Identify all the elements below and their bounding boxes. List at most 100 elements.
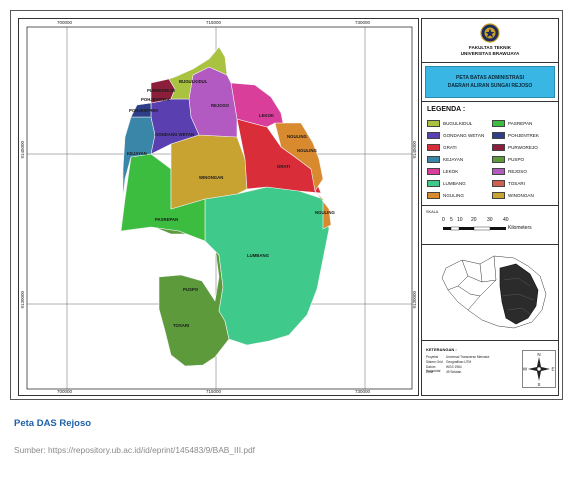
institution-header: FAKULTAS TEKNIK UNIVERSITAS BRAWIJAYA <box>422 19 558 63</box>
info-value: Universal Transverse Mercator <box>446 355 490 359</box>
label-nguling-3: NGULING <box>315 210 335 215</box>
scale-number: 40 <box>503 217 509 223</box>
map-title-line1: PETA BATAS ADMINISTRASI <box>456 75 524 81</box>
map-title-line2: DAERAH ALIRAN SUNGAI REJOSO <box>447 83 533 89</box>
label-pohjentrek-1: POHJENTREK <box>141 97 171 102</box>
university-name: UNIVERSITAS BRAWIJAYA <box>460 50 520 56</box>
legend-label: REJOSO <box>508 168 527 174</box>
label-winongan: WINONGAN <box>199 175 223 180</box>
info-row: Sistem Grid Geografikan UTM <box>426 360 490 364</box>
label-grati: GRATI <box>277 164 290 169</box>
x-tick-label: 700000 <box>57 389 73 394</box>
legend-label: PASREPAN <box>508 120 533 126</box>
locator-inset-map <box>422 246 558 341</box>
compass-n: N <box>537 352 540 357</box>
info-key: Datum Horizontal <box>426 365 441 373</box>
label-pohjentrek-2: POHJENTREK <box>129 108 159 113</box>
legend-item: PASREPAN <box>492 119 532 127</box>
das-highlight <box>499 263 539 325</box>
scale-number: 20 <box>471 217 477 223</box>
legend-swatch <box>427 155 440 163</box>
scale-bar: SKALA 0 5 10 20 30 40 Kilometers <box>422 207 558 245</box>
region-pasrepan <box>120 153 206 242</box>
legend-swatch <box>492 119 505 127</box>
info-row: Datum Horizontal WGS 1984 <box>426 365 490 373</box>
legend-swatch <box>427 191 440 199</box>
label-rejoso: REJOSO <box>211 103 230 108</box>
legend-label: LEKOK <box>443 168 459 174</box>
legend-swatch <box>427 131 440 139</box>
info-key: Sistem Grid <box>426 360 443 364</box>
legend-label: LUMBANG <box>443 180 466 186</box>
info-title: KETERANGAN : <box>426 347 457 352</box>
label-nguling-2: NGULING <box>297 148 317 153</box>
legend-label: WINONGAN <box>508 192 534 198</box>
compass-w: W <box>523 367 528 372</box>
info-value: Geografikan UTM <box>446 360 472 364</box>
label-nguling-1: NGULING <box>287 134 307 139</box>
legend-item: PURWOREJO <box>492 143 538 151</box>
scale-number: 0 <box>442 217 445 223</box>
legend-item: TOSARI <box>492 179 525 187</box>
label-gondang-wetan: GONDANG WETAN <box>155 132 194 137</box>
faculty-name: FAKULTAS TEKNIK <box>468 45 512 50</box>
legend-label: TOSARI <box>508 180 526 186</box>
legend-item: BUGULKIDUL <box>427 119 472 127</box>
figure-caption: Peta DAS Rejoso <box>14 418 92 429</box>
legend-item: NGULING <box>427 191 464 199</box>
x-tick-label: 715000 <box>206 20 222 25</box>
info-row: Proyeksi Universal Transverse Mercator <box>426 355 490 359</box>
label-puspo: PUSPO <box>183 287 199 292</box>
legend-title: LEGENDA : <box>427 106 466 113</box>
region-nguling <box>274 122 324 192</box>
legend-swatch <box>427 119 440 127</box>
legend-label: NGULING <box>443 192 464 198</box>
university-logo-icon <box>480 23 500 43</box>
watershed-map-svg: BUGULKIDUL PURWOREJO POHJENTREK POHJENTR… <box>26 26 413 390</box>
legend-swatch <box>427 167 440 175</box>
scale-number: 10 <box>457 217 463 223</box>
label-lumbang: LUMBANG <box>247 253 270 258</box>
label-purworejo: PURWOREJO <box>147 88 176 93</box>
region-rejoso <box>188 66 238 138</box>
region-lekok <box>230 82 284 128</box>
label-kejayan: KEJAYAN <box>127 151 147 156</box>
legend-swatch <box>427 179 440 187</box>
legend: LEGENDA : BUGULKIDUL PASREPAN GONDANG WETA… <box>422 101 558 206</box>
info-value: WGS 1984 <box>446 365 462 369</box>
figure-source[interactable]: Sumber: https://repository.ub.ac.id/id/e… <box>14 445 255 455</box>
region-pohjentrek <box>130 102 152 118</box>
legend-label: PUSPO <box>508 156 525 162</box>
scale-bar-graphic <box>443 226 506 231</box>
label-tosari: TOSARI <box>173 323 189 328</box>
legend-item: GRATI <box>427 143 457 151</box>
region-grati <box>236 118 322 194</box>
map-figure: 700000 715000 730000 700000 715000 73000… <box>10 10 563 400</box>
scale-number: 5 <box>450 217 453 223</box>
legend-swatch <box>492 143 505 151</box>
legend-swatch <box>492 131 505 139</box>
legend-label: KEJAYAN <box>443 156 464 162</box>
region-nguling-south <box>314 190 332 230</box>
legend-item: PUSPO <box>492 155 524 163</box>
legend-item: REJOSO <box>492 167 527 175</box>
legend-label: PURWOREJO <box>508 144 538 150</box>
region-bugulkidul <box>168 46 228 100</box>
legend-swatch <box>492 191 505 199</box>
legend-label: POHJENTREK <box>508 132 539 138</box>
legend-item: WINONGAN <box>492 191 534 199</box>
legend-label: BUGULKIDUL <box>443 120 473 126</box>
legend-item: KEJAYAN <box>427 155 463 163</box>
scale-label: SKALA <box>426 210 439 214</box>
label-bugulkidul: BUGULKIDUL <box>179 79 208 84</box>
legend-label: GRATI <box>443 144 457 150</box>
legend-label: GONDANG WETAN <box>443 132 485 138</box>
info-row: Zone 49 Selatan <box>426 370 490 374</box>
compass-s: S <box>537 382 540 387</box>
legend-item: LUMBANG <box>427 179 466 187</box>
x-tick-label: 715000 <box>206 389 222 394</box>
info-key: Zone <box>426 370 434 374</box>
legend-swatch <box>492 155 505 163</box>
info-key: Proyeksi <box>426 355 439 359</box>
legend-item: POHJENTREK <box>492 131 539 139</box>
